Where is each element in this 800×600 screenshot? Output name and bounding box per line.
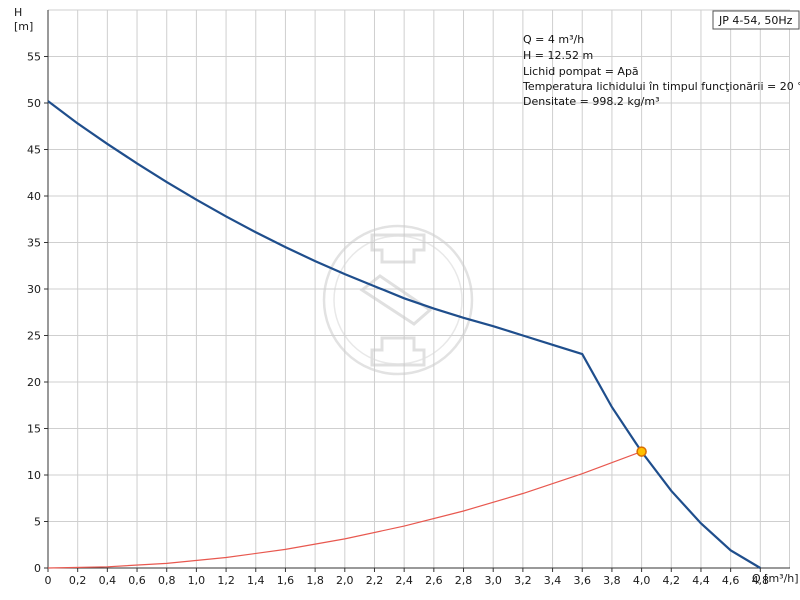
info-line: H = 12.52 m	[523, 49, 593, 62]
x-tick-label: 3,6	[573, 574, 591, 587]
title-box	[712, 10, 800, 30]
y-tick-label: 25	[27, 330, 41, 343]
duty-point-marker	[636, 446, 647, 457]
x-tick-label: 1,6	[277, 574, 295, 587]
tick-labels: 0 0,2 0,4 0,6 0,8 1,0 1,2 1,4 1,6 1,8 2,0 2,2 2,4 2,6…	[27, 51, 769, 588]
info-line: Densitate = 998.2 kg/m³	[523, 95, 660, 108]
x-tick-label: 4,8	[752, 574, 770, 587]
y-tick-label: 45	[27, 144, 41, 157]
y-tick-label: 20	[27, 376, 41, 389]
x-tick-label: 4,4	[692, 574, 710, 587]
info-panel: Q = 4 m³/h H = 12.52 m Lichid pompat = A…	[522, 33, 800, 108]
system-curve-line	[47, 450, 642, 569]
x-tick-label: 0	[45, 574, 52, 587]
watermark-logo	[322, 224, 474, 376]
y-tick-label: 15	[27, 423, 41, 436]
y-tick-label: 30	[27, 283, 41, 296]
x-tick-label: 2,2	[366, 574, 384, 587]
y-tick-label: 40	[27, 190, 41, 203]
x-tick-label: 4,6	[722, 574, 740, 587]
x-tick-label: 0,6	[128, 574, 146, 587]
x-tick-label: 1,8	[306, 574, 324, 587]
y-axis-title: H	[14, 6, 22, 19]
y-tick-label: 35	[27, 237, 41, 250]
x-tick-label: 1,4	[247, 574, 265, 587]
info-line: Q = 4 m³/h	[523, 33, 584, 46]
x-tick-label: 3,4	[544, 574, 562, 587]
x-tick-label: 4,2	[663, 574, 681, 587]
x-tick-label: 2,4	[395, 574, 413, 587]
axes-layer	[44, 10, 790, 572]
x-tick-label: 2,8	[455, 574, 473, 587]
x-tick-label: 3,2	[514, 574, 532, 587]
y-tick-label: 5	[34, 516, 41, 529]
x-tick-label: 1,0	[188, 574, 206, 587]
title-box-text: JP 4-54, 50Hz	[718, 14, 793, 27]
x-tick-label: 1,2	[217, 574, 235, 587]
y-tick-label: 55	[27, 51, 41, 64]
x-tick-label: 2,6	[425, 574, 443, 587]
grid-layer	[48, 9, 790, 568]
x-tick-label: 4,0	[633, 574, 651, 587]
x-tick-label: 3,0	[484, 574, 502, 587]
x-tick-label: 0,2	[69, 574, 87, 587]
x-tick-label: 0,4	[99, 574, 117, 587]
info-line: Lichid pompat = Apă	[523, 65, 639, 78]
y-tick-label: 0	[34, 562, 41, 575]
y-axis-unit: [m]	[14, 20, 33, 33]
x-tick-label: 0,8	[158, 574, 176, 587]
y-tick-label: 10	[27, 469, 41, 482]
x-axis-title: Q [m³/h]	[752, 572, 799, 585]
x-tick-label: 3,8	[603, 574, 621, 587]
info-line: Temperatura lichidului în timpul funcţio…	[522, 80, 800, 93]
x-tick-label: 2,0	[336, 574, 354, 587]
y-tick-label: 50	[27, 97, 41, 110]
